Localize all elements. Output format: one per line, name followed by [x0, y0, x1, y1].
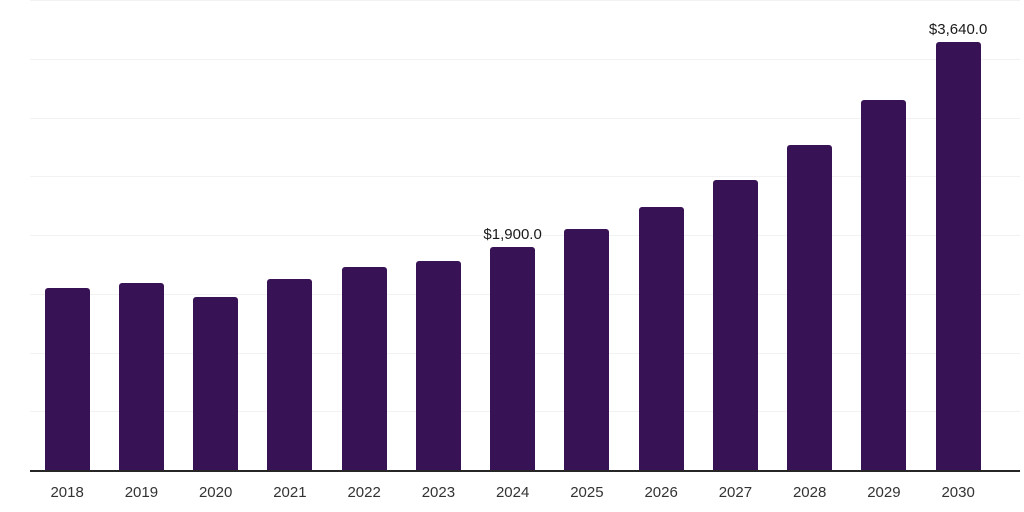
x-tick-label-2027: 2027	[718, 484, 753, 501]
bar-2022	[341, 267, 387, 470]
bar-2029	[861, 99, 907, 470]
bar-2018	[44, 288, 90, 470]
x-tick-label-2029: 2029	[867, 484, 901, 501]
bar-2020	[193, 297, 239, 470]
x-tick-label-2019: 2019	[124, 484, 159, 501]
bar-2028	[787, 145, 833, 470]
gridline	[30, 117, 1020, 119]
bar-2024	[490, 246, 536, 470]
x-tick-label-2021: 2021	[273, 484, 307, 501]
bar-2025	[564, 229, 610, 470]
x-tick-label-2030: 2030	[941, 484, 975, 501]
x-tick-label-2022: 2022	[347, 484, 381, 501]
data-label-2024: $1,900.0	[483, 225, 542, 243]
bar-2027	[712, 179, 758, 470]
x-tick-label-2018: 2018	[50, 484, 84, 501]
gridline	[30, 0, 1020, 1]
x-tick-label-2025: 2025	[570, 484, 604, 501]
x-axis-line	[30, 470, 1020, 472]
x-tick-label-2023: 2023	[421, 484, 456, 501]
bar-2021	[267, 279, 313, 470]
x-tick-label-2020: 2020	[198, 484, 233, 501]
bar-2026	[638, 207, 684, 470]
x-tick-label-2024: 2024	[495, 484, 530, 501]
bar-2030	[935, 42, 981, 470]
data-label-2030: $3,640.0	[928, 21, 988, 39]
x-tick-label-2028: 2028	[792, 484, 827, 501]
bar-2019	[118, 282, 164, 470]
bar-2023	[415, 261, 461, 470]
gridline	[30, 58, 1020, 60]
gridline	[30, 176, 1020, 178]
plot-area: $1,900.0 $3,640.0	[30, 0, 1020, 470]
gridline	[30, 235, 1020, 236]
x-tick-label-2026: 2026	[644, 484, 678, 501]
